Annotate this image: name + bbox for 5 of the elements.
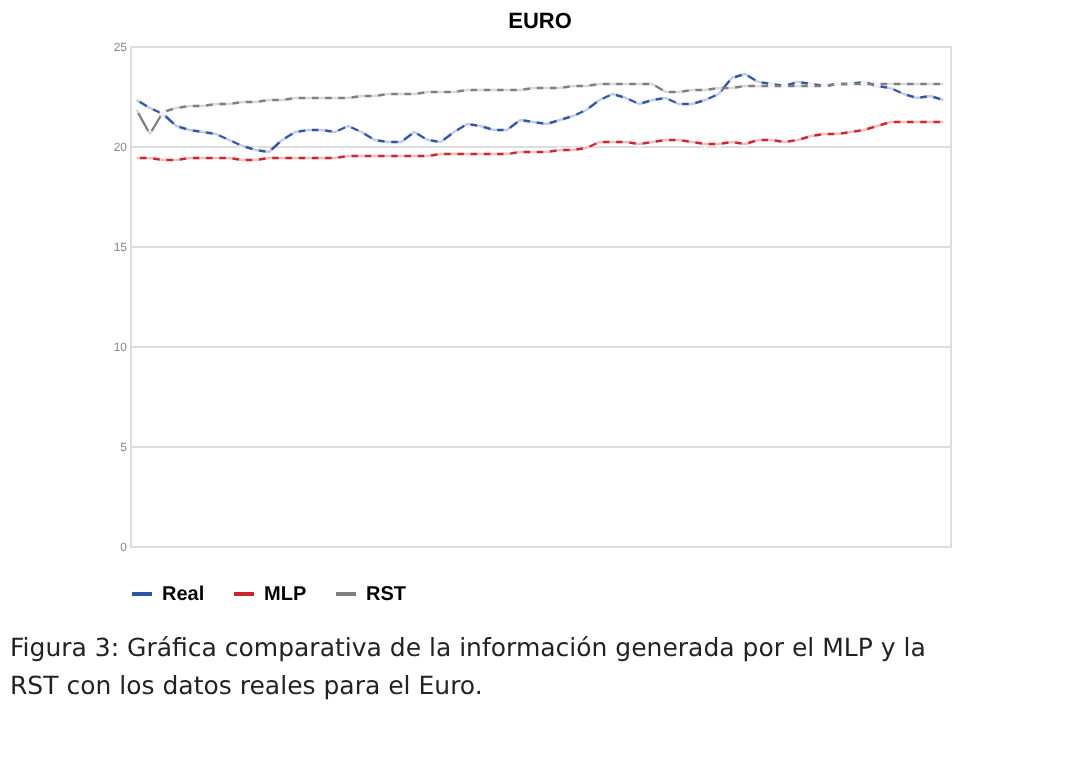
legend-label: RST bbox=[366, 584, 406, 606]
legend-label: MLP bbox=[264, 584, 307, 606]
chart-title: EURO bbox=[508, 10, 573, 34]
text: Figura 3: Gráfica comparativa de la información generada por el MLP y la RST con los datos reales para el Euro. bbox=[10, 632, 926, 700]
legend-label: Real bbox=[162, 584, 205, 606]
